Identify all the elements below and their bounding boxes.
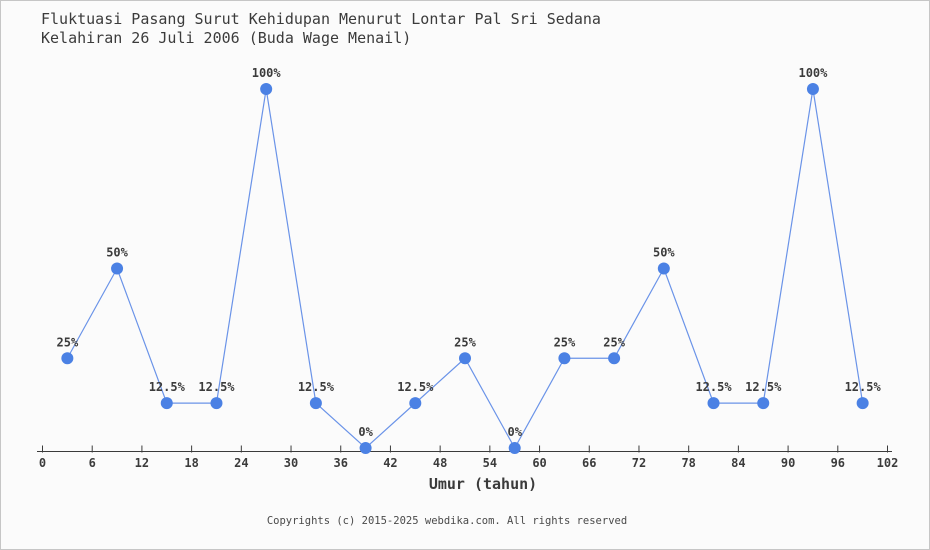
- copyright-text: Copyrights (c) 2015-2025 webdika.com. Al…: [266, 515, 628, 527]
- x-axis-tick-label: 84: [731, 456, 745, 470]
- x-axis-tick-label: 96: [831, 456, 845, 470]
- data-point: [856, 397, 869, 410]
- data-point-label: 12.5%: [298, 380, 335, 394]
- data-point: [309, 397, 322, 410]
- x-axis-tick-label: 6: [89, 456, 96, 470]
- x-axis-tick-label: 48: [433, 456, 447, 470]
- x-axis-tick-label: 90: [781, 456, 795, 470]
- data-point: [210, 397, 223, 410]
- x-axis-tick-label: 66: [582, 456, 596, 470]
- data-point-label: 25%: [603, 335, 625, 349]
- x-axis-tick-label: 24: [234, 456, 248, 470]
- data-point-label: 50%: [106, 246, 128, 260]
- x-axis-tick-label: 18: [184, 456, 198, 470]
- data-point-label: 12.5%: [845, 380, 882, 394]
- data-point: [160, 397, 173, 410]
- data-point: [459, 352, 471, 365]
- chart-title: Fluktuasi Pasang Surut Kehidupan Menurut…: [41, 10, 601, 48]
- data-point-label: 25%: [57, 335, 79, 349]
- data-point: [508, 442, 521, 454]
- data-point: [657, 262, 670, 275]
- data-point: [111, 262, 124, 275]
- x-axis-tick-label: 72: [632, 456, 646, 470]
- x-axis-tick-label: 42: [383, 456, 397, 470]
- data-point-label: 12.5%: [198, 380, 235, 394]
- data-point-label: 25%: [554, 335, 576, 349]
- data-point-label: 100%: [252, 66, 282, 80]
- data-point-label: 25%: [454, 335, 476, 349]
- data-line: [66, 88, 864, 450]
- chart-title-line1: Fluktuasi Pasang Surut Kehidupan Menurut…: [41, 10, 601, 28]
- data-point-label: 50%: [653, 246, 675, 260]
- x-axis-tick-label: 54: [483, 456, 497, 470]
- data-point: [61, 352, 74, 365]
- x-axis-tick-label: 12: [135, 456, 149, 470]
- data-point-label: 12.5%: [149, 380, 186, 394]
- data-point: [359, 442, 372, 454]
- x-axis-tick-label: 78: [681, 456, 695, 470]
- data-point: [806, 83, 819, 95]
- data-point-label: 0%: [507, 425, 522, 439]
- x-axis-tick-label: 60: [532, 456, 546, 470]
- data-point-label: 12.5%: [397, 380, 434, 394]
- data-point-label: 100%: [798, 66, 828, 80]
- x-axis-tick-label: 36: [334, 456, 348, 470]
- x-axis-tick-label: 30: [284, 456, 298, 470]
- chart-title-line2: Kelahiran 26 Juli 2006 (Buda Wage Menail…: [41, 29, 412, 47]
- data-point-label: 12.5%: [745, 380, 782, 394]
- data-point: [707, 397, 720, 410]
- data-point: [608, 352, 621, 365]
- x-axis-tick-label: 102: [877, 456, 899, 470]
- data-point-label: 12.5%: [695, 380, 732, 394]
- data-point-label: 0%: [358, 425, 373, 439]
- data-point: [558, 352, 571, 365]
- x-axis-tick-label: 0: [39, 456, 46, 470]
- x-axis-label: Umur (tahun): [429, 475, 537, 493]
- data-point: [409, 397, 422, 410]
- data-point: [757, 397, 770, 410]
- data-point: [260, 83, 273, 95]
